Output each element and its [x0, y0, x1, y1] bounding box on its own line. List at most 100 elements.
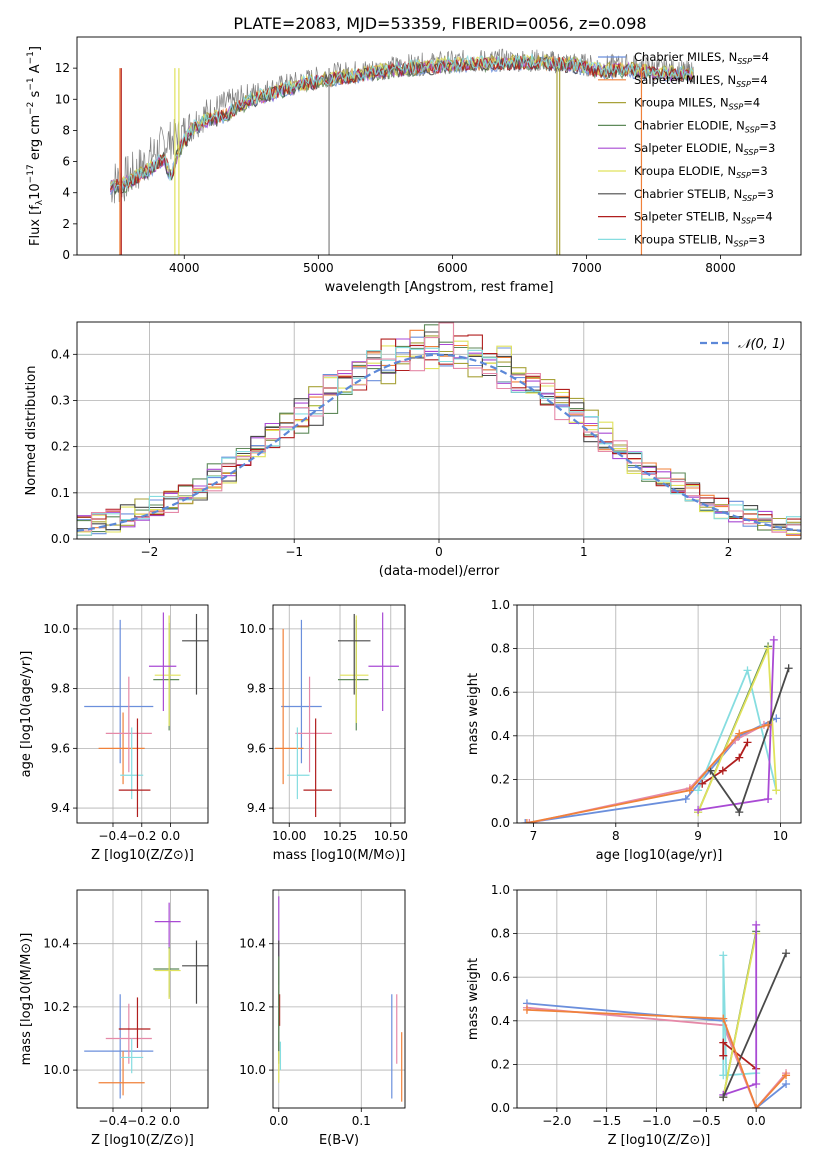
y-tick-label: 0.8 [491, 927, 510, 941]
age_weight-series [521, 635, 793, 823]
z_age-x-axis-label: Z [log10(Z/Z⊙)] [91, 848, 194, 863]
y-tick-label: 9.8 [51, 682, 70, 696]
x-tick-label: −0.2 [127, 1114, 156, 1128]
legend-label: Salpeter MILES, NSSP=4 [634, 73, 768, 89]
x-tick-label: 0.0 [747, 1114, 766, 1128]
y-tick-label: 6 [62, 155, 70, 169]
weight-marker [764, 644, 773, 653]
ebv_mass-frame [272, 889, 406, 1109]
y-tick-label: 9.4 [51, 801, 70, 815]
legend-label: 𝒩(0, 1) [738, 337, 785, 352]
y-tick-label: 12 [55, 61, 70, 75]
legend-label: Salpeter STELIB, NSSP=4 [634, 210, 773, 226]
histogram-series [77, 331, 801, 531]
histogram-steps [77, 322, 801, 536]
y-tick-label: 10 [55, 92, 70, 106]
z_age-points [84, 612, 208, 818]
y-tick-label: 0.2 [491, 772, 510, 786]
x-tick-label: −0.4 [98, 829, 127, 843]
weight-marker [719, 1051, 728, 1060]
x-tick-label: 10.00 [272, 829, 306, 843]
y-tick-label: 10.0 [43, 622, 70, 636]
ebv_mass-axes: 0.0 0.1 10.0 10.2 10.4 [239, 890, 405, 1128]
x-tick-label: −1.5 [592, 1114, 621, 1128]
weight-marker [772, 714, 781, 723]
weight-marker [522, 819, 531, 823]
spectrum-axes: 4000 5000 6000 7000 8000 0 2 4 6 8 10 12 [55, 61, 736, 275]
weight-line [722, 933, 758, 1098]
mass_age-x-axis-label: mass [log10(M/M⊙)] [273, 848, 406, 863]
charts-layer: 4000 5000 6000 7000 8000024681012wavelength … [19, 36, 802, 1148]
legend-label: Kroupa ELODIE, NSSP=3 [634, 164, 768, 180]
figure-title: PLATE=2083, MJD=53359, FIBERID=0056, z=0… [233, 14, 646, 33]
x-tick-label: 7000 [571, 261, 602, 275]
age_weight-axes: 7 8 9 10 0.0 0.2 0.4 0.6 0.8 1.0 [491, 598, 801, 843]
y-tick-label: 10.4 [239, 937, 266, 951]
mass_age-frame [272, 604, 406, 824]
weight-marker [525, 819, 534, 823]
legend-label: Salpeter ELODIE, NSSP=3 [634, 141, 775, 157]
weight-marker [694, 805, 703, 814]
y-tick-label: 0.4 [51, 347, 70, 361]
spectrum-frame [76, 36, 802, 256]
y-tick-label: 10.2 [43, 1000, 70, 1014]
y-tick-label: 0.0 [51, 532, 70, 546]
weight-marker [743, 738, 752, 747]
weight-marker [735, 753, 744, 762]
x-tick-label: 10 [773, 829, 788, 843]
x-tick-label: −0.4 [98, 1114, 127, 1128]
weight-marker [735, 808, 744, 817]
ebv_mass-points [278, 896, 403, 1102]
x-tick-label: −1 [285, 545, 303, 559]
z_weight-axes: −2.0 −1.5 −1.0 −0.5 0.0 0.0 0.2 0.4 0.6 0.8 1.0 [491, 883, 801, 1128]
y-tick-label: 8 [62, 123, 70, 137]
z_weight-y-axis-label: mass weight [466, 958, 481, 1040]
legend-label: Kroupa MILES, NSSP=4 [634, 96, 760, 112]
y-tick-label: 4 [62, 186, 70, 200]
x-tick-label: −0.5 [692, 1114, 721, 1128]
residuals-frame [76, 321, 802, 540]
weight-marker [735, 729, 744, 738]
weight-marker [784, 664, 793, 673]
y-tick-label: 10.0 [239, 622, 266, 636]
y-tick-label: 0.1 [51, 486, 70, 500]
weight-marker [769, 635, 778, 644]
histogram-series [77, 322, 801, 533]
y-tick-label: 0.2 [51, 440, 70, 454]
y-tick-label: 2 [62, 217, 70, 231]
weight-marker [521, 819, 530, 823]
y-tick-label: 9.4 [247, 801, 266, 815]
age_weight-y-axis-label: mass weight [466, 673, 481, 755]
weight-marker [743, 666, 752, 675]
spectrum-x-axis-label: wavelength [Angstrom, rest frame] [325, 280, 554, 295]
z_mass-axes: −0.4 −0.2 0.0 10.0 10.2 10.4 [43, 890, 208, 1128]
weight-marker [764, 720, 773, 729]
x-tick-label: 5000 [303, 261, 334, 275]
y-tick-label: 9.6 [247, 741, 266, 755]
x-tick-label: 7 [530, 829, 538, 843]
x-tick-label: 0 [435, 545, 443, 559]
weight-marker [772, 786, 781, 795]
spectrum-lines [109, 48, 695, 255]
x-tick-label: −0.2 [127, 829, 156, 843]
y-tick-label: 0.8 [491, 642, 510, 656]
weight-marker [782, 1080, 791, 1089]
weight-marker [719, 1038, 728, 1047]
weight-marker [782, 1071, 791, 1080]
legend-label: Kroupa STELIB, NSSP=3 [634, 232, 765, 248]
z_mass-points [84, 902, 208, 1099]
legend-label: Chabrier STELIB, NSSP=3 [634, 187, 774, 203]
x-tick-label: −2.0 [542, 1114, 571, 1128]
legend-label: Chabrier ELODIE, NSSP=3 [634, 118, 776, 134]
z_age-y-axis-label: age [log10(age/yr)] [19, 651, 34, 778]
x-tick-label: 0.0 [161, 829, 180, 843]
y-tick-label: 0.6 [491, 685, 510, 699]
residuals-y-axis-label: Normed distribution [24, 366, 39, 496]
weight-line [722, 952, 787, 1098]
spectrum-model-line [110, 53, 694, 192]
y-tick-label: 0.0 [491, 1101, 510, 1115]
residuals-axes: −2 −1 0 1 2 0.0 0.1 0.2 0.3 0.4 [51, 322, 801, 559]
y-tick-label: 9.8 [247, 682, 266, 696]
x-tick-label: 8000 [705, 261, 736, 275]
